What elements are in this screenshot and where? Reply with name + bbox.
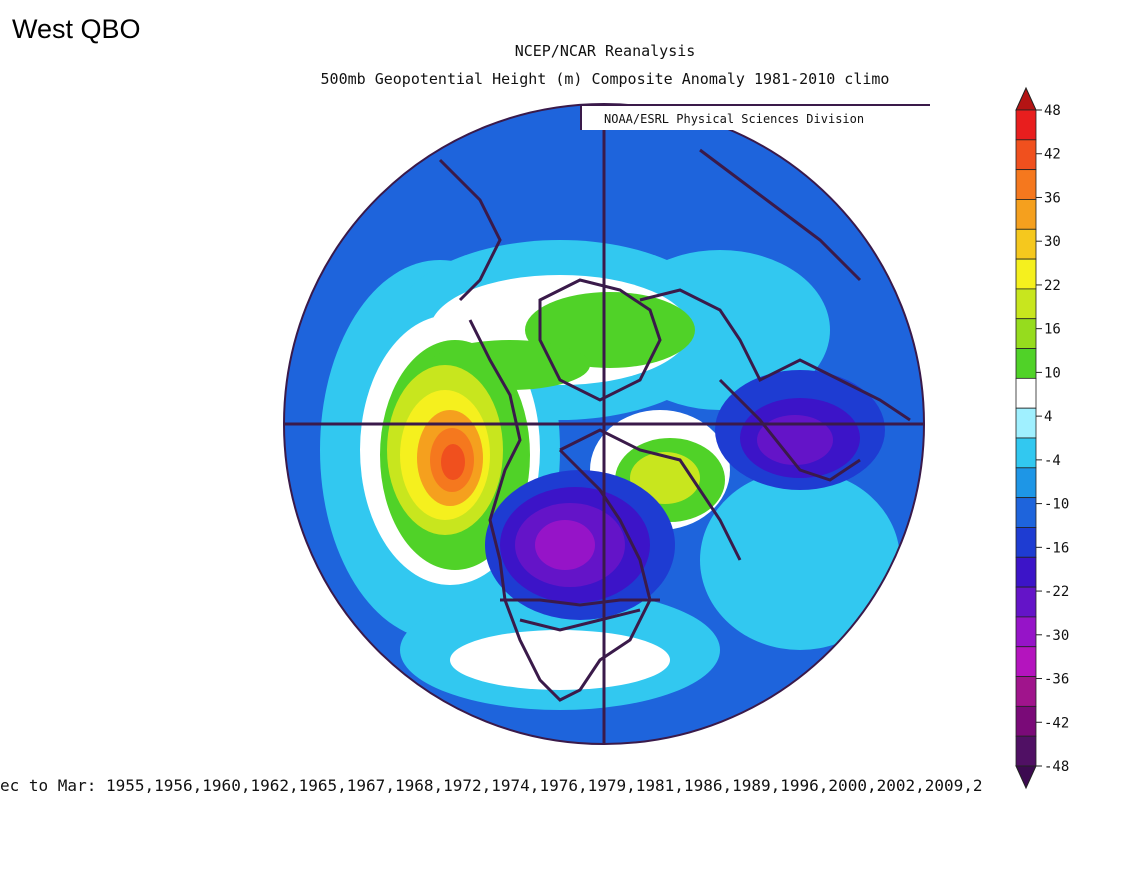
colorbar-label: 4 (1044, 409, 1052, 425)
colorbar-top-arrow (1015, 86, 1037, 111)
colorbar-label: -4 (1044, 453, 1061, 469)
colorbar-swatch (1015, 109, 1037, 141)
colorbar-label: -42 (1044, 715, 1069, 731)
colorbar-label: 48 (1044, 103, 1061, 119)
colorbar-label: -30 (1044, 628, 1069, 644)
colorbar-bottom-arrow (1015, 765, 1037, 790)
colorbar-swatch (1015, 407, 1037, 439)
colorbar-swatch (1015, 258, 1037, 290)
colorbar-label: 36 (1044, 190, 1061, 206)
colorbar: 48 42 36 30 22 16 10 4 -4 -10 -16 -22 -30 -36 -42 -48 (1015, 86, 1069, 790)
colorbar-swatch (1015, 705, 1037, 737)
colorbar-swatch (1015, 556, 1037, 588)
overlay-title: West QBO (12, 14, 141, 44)
colorbar-label: 22 (1044, 278, 1061, 294)
colorbar-swatch (1015, 288, 1037, 320)
colorbar-swatch (1015, 169, 1037, 200)
colorbar-swatch (1015, 228, 1037, 260)
colorbar-swatch (1015, 586, 1037, 618)
coastlines (438, 148, 911, 702)
anomaly-field (284, 104, 924, 744)
colorbar-label: -16 (1044, 540, 1069, 556)
colorbar-label: 16 (1044, 322, 1061, 338)
colorbar-swatch (1015, 377, 1037, 409)
anomaly-region (535, 520, 595, 570)
colorbar-label: -22 (1044, 584, 1069, 600)
colorbar-swatch (1015, 199, 1037, 230)
map-subtitle: 500mb Geopotential Height (m) Composite … (320, 70, 890, 88)
anomaly-region (700, 470, 900, 650)
colorbar-label: 10 (1044, 365, 1061, 381)
map-title: NCEP/NCAR Reanalysis (514, 42, 696, 60)
colorbar-swatch (1015, 348, 1037, 379)
anomaly-region (441, 444, 465, 480)
colorbar-swatch (1015, 646, 1037, 677)
colorbar-swatch (1015, 676, 1037, 707)
colorbar-swatch (1015, 735, 1037, 767)
credit-label: NOAA/ESRL Physical Sciences Division (580, 104, 930, 130)
colorbar-swatch (1015, 616, 1037, 648)
colorbar-swatch (1015, 139, 1037, 171)
colorbar-label: -10 (1044, 497, 1069, 513)
colorbar-label: -48 (1044, 759, 1069, 775)
colorbar-swatch (1015, 497, 1037, 528)
colorbar-swatch (1015, 527, 1037, 558)
colorbar-label: 42 (1044, 147, 1061, 163)
colorbar-label: -36 (1044, 672, 1069, 688)
anomaly-region (757, 415, 833, 465)
years-caption: ec to Mar: 1955,1956,1960,1962,1965,1967… (0, 776, 983, 795)
colorbar-swatch (1015, 318, 1037, 349)
anomaly-region (450, 630, 670, 690)
colorbar-swatch (1015, 467, 1037, 499)
anomaly-region (610, 250, 830, 410)
colorbar-swatch (1015, 437, 1037, 469)
colorbar-label: 30 (1044, 234, 1061, 250)
